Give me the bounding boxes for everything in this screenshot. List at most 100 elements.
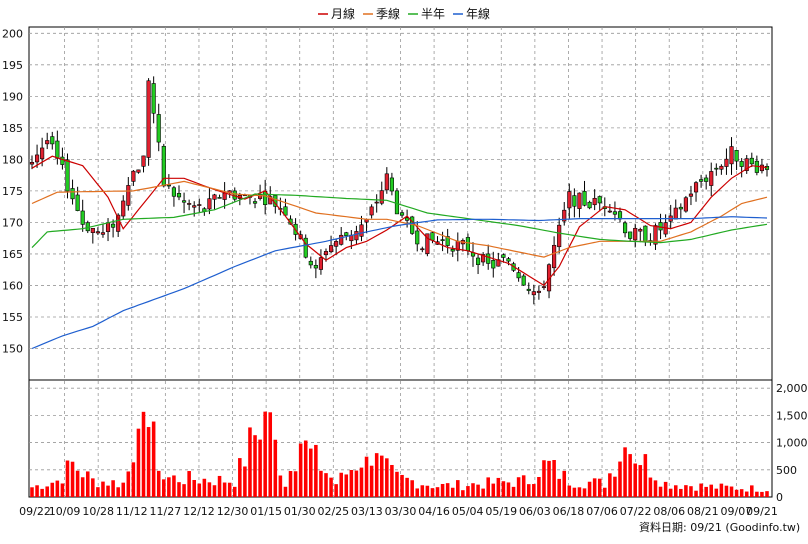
price-tick-label: 165 bbox=[2, 248, 23, 261]
candle-body bbox=[486, 253, 491, 264]
candle-body bbox=[749, 157, 754, 165]
volume-bar bbox=[567, 485, 572, 497]
candle-body bbox=[187, 203, 192, 205]
candle-body bbox=[481, 254, 486, 263]
candle-body bbox=[562, 209, 567, 222]
candle-body bbox=[303, 237, 308, 258]
date-tick-label: 06/18 bbox=[553, 505, 585, 518]
volume-bar bbox=[374, 453, 379, 497]
candle-body bbox=[222, 192, 227, 200]
volume-bar bbox=[760, 491, 764, 497]
candle-body bbox=[491, 260, 496, 269]
volume-bar bbox=[643, 454, 648, 497]
volume-bar bbox=[623, 447, 627, 497]
volume-bar bbox=[582, 488, 587, 497]
date-tick-label: 05/04 bbox=[452, 505, 484, 518]
volume-bar bbox=[521, 475, 526, 497]
candle-body bbox=[688, 193, 694, 197]
price-tick-label: 160 bbox=[2, 279, 23, 292]
volume-bar bbox=[106, 485, 110, 497]
volume-bar bbox=[506, 482, 511, 497]
volume-bar bbox=[430, 488, 435, 497]
candle-body bbox=[176, 193, 182, 198]
volume-bar bbox=[319, 470, 323, 497]
volume-bar bbox=[653, 480, 658, 497]
candle-body bbox=[572, 195, 577, 207]
volume-bar bbox=[613, 476, 617, 497]
volume-bar bbox=[187, 471, 191, 497]
volume-bar bbox=[420, 485, 425, 497]
candle-body bbox=[440, 239, 445, 241]
volume-bar bbox=[486, 477, 490, 497]
candle-body bbox=[40, 147, 45, 160]
candle-body bbox=[536, 290, 541, 293]
volume-bar bbox=[638, 465, 643, 497]
price-tick-label: 190 bbox=[2, 90, 23, 103]
candle-body bbox=[181, 200, 187, 203]
volume-bar bbox=[75, 470, 80, 497]
volume-bar bbox=[349, 469, 354, 497]
volume-bar bbox=[60, 483, 65, 497]
volume-bar bbox=[141, 411, 146, 497]
volume-bar bbox=[648, 477, 653, 497]
volume-bar bbox=[415, 488, 420, 497]
candle-body bbox=[50, 136, 55, 145]
candle-body bbox=[405, 217, 410, 221]
volume-bar bbox=[359, 467, 364, 497]
volume-bar bbox=[162, 479, 166, 497]
volume-bar bbox=[450, 487, 455, 497]
candle-body bbox=[207, 198, 212, 210]
date-tick-label: 08/21 bbox=[687, 505, 719, 518]
volume-bar bbox=[739, 489, 744, 497]
volume-bar bbox=[537, 477, 541, 497]
price-tick-label: 185 bbox=[2, 122, 23, 135]
candle-body bbox=[628, 231, 633, 239]
volume-bar bbox=[673, 485, 678, 497]
date-tick-label: 04/16 bbox=[418, 505, 450, 518]
candle-body bbox=[105, 222, 111, 232]
volume-bar bbox=[314, 444, 318, 497]
volume-bar bbox=[603, 487, 607, 497]
date-tick-label: 01/15 bbox=[250, 505, 282, 518]
candle-body bbox=[399, 212, 405, 216]
date-tick-label: 12/12 bbox=[183, 505, 215, 518]
price-tick-label: 175 bbox=[2, 185, 23, 198]
candle-body bbox=[75, 194, 80, 211]
volume-bar bbox=[207, 482, 212, 497]
volume-bar bbox=[273, 439, 278, 497]
candle-body bbox=[90, 227, 95, 233]
volume-bar bbox=[400, 474, 404, 497]
candle-body bbox=[161, 145, 166, 187]
candle-body bbox=[151, 83, 156, 114]
candle-body bbox=[557, 224, 562, 248]
volume-bar bbox=[699, 483, 703, 497]
candle-body bbox=[192, 205, 197, 208]
volume-bar bbox=[410, 480, 414, 497]
candle-body bbox=[719, 165, 724, 170]
volume-bar bbox=[440, 483, 445, 497]
candle-body bbox=[516, 272, 521, 279]
volume-bar bbox=[719, 483, 724, 497]
volume-bar bbox=[339, 472, 343, 497]
legend-label: 半年 bbox=[421, 7, 445, 21]
volume-bar bbox=[552, 460, 556, 497]
volume-bar bbox=[172, 475, 176, 497]
volume-bar bbox=[390, 464, 394, 497]
candle-body bbox=[252, 201, 258, 204]
volume-bar bbox=[334, 484, 338, 497]
candle-body bbox=[577, 192, 582, 209]
volume-bar bbox=[146, 427, 151, 497]
candle-body bbox=[643, 225, 648, 242]
candle-body bbox=[136, 169, 141, 173]
volume-bar bbox=[476, 484, 480, 497]
ma-line-年線 bbox=[31, 216, 768, 350]
volume-bar bbox=[501, 481, 506, 497]
volume-bar bbox=[238, 458, 242, 497]
candle-body bbox=[80, 210, 85, 225]
legend-label: 季線 bbox=[376, 6, 400, 21]
volume-bar bbox=[85, 471, 90, 497]
candle-body bbox=[546, 264, 552, 292]
volume-bar bbox=[212, 485, 217, 497]
candle-body bbox=[607, 210, 612, 213]
volume-bar bbox=[608, 473, 612, 497]
